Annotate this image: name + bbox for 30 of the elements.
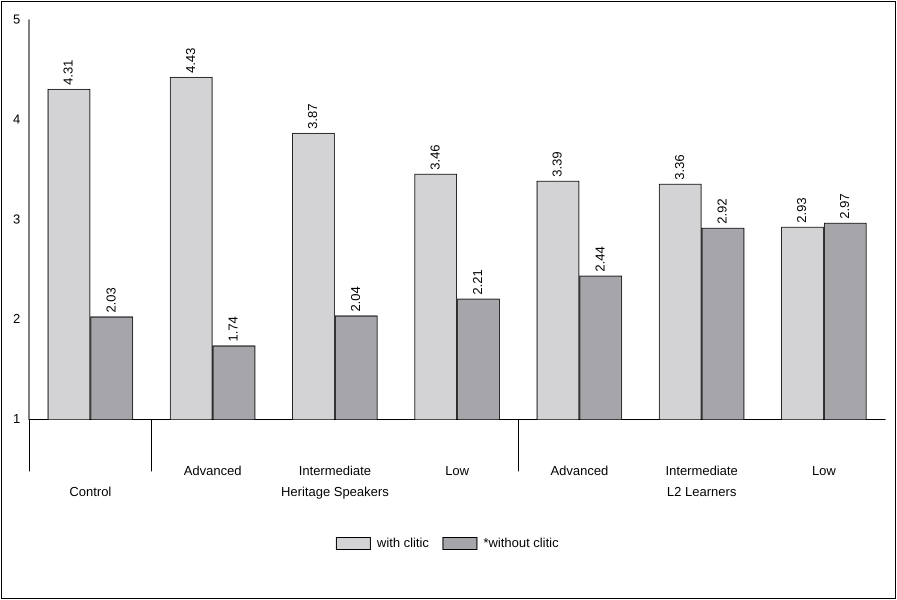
y-tick-label: 4	[12, 111, 20, 126]
x-tick-label: Intermediate	[665, 462, 738, 478]
text: L2 Learners	[666, 484, 737, 499]
data-label: 2.97	[836, 193, 852, 219]
data-label: 2.21	[470, 269, 486, 295]
data-label: 3.87	[305, 104, 320, 129]
x-tick-label: Low	[445, 462, 470, 478]
data-label: 2.92	[714, 198, 730, 224]
x-tick-label: Intermediate	[298, 462, 371, 478]
x-tick-label: Advanced	[550, 462, 608, 478]
text: Heritage Speakers	[281, 484, 390, 499]
data-label: 2.03	[103, 287, 118, 313]
data-label: 4.31	[60, 60, 76, 85]
legend-label: *without clitic	[483, 535, 560, 550]
y-tick-label: 5	[12, 12, 20, 27]
y-tick-label: 2	[12, 311, 20, 326]
data-label: 2.93	[794, 197, 810, 223]
data-label: 3.36	[672, 154, 687, 180]
data-label: 2.44	[592, 246, 608, 272]
data-label: 2.04	[348, 286, 363, 312]
data-label: 3.46	[427, 144, 442, 170]
text: Control	[69, 484, 112, 499]
legend-label: with clitic	[376, 535, 430, 550]
x-tick-label: Advanced	[184, 462, 242, 478]
y-tick-label: 3	[12, 211, 20, 226]
data-label: 4.43	[182, 48, 198, 73]
x-tick-label: Low	[812, 462, 836, 478]
y-tick-label: 1	[12, 410, 20, 426]
data-label: 3.39	[550, 151, 565, 177]
data-label: 1.74	[226, 316, 241, 342]
